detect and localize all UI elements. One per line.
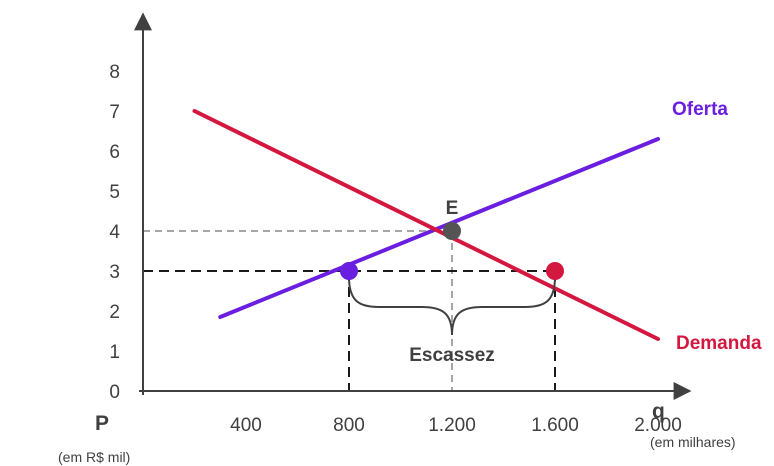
demand-point — [546, 262, 564, 280]
y-tick-label: 5 — [109, 182, 120, 203]
y-tick-label: 6 — [109, 142, 120, 163]
x-tick-label: 800 — [333, 415, 365, 436]
y-tick-label: 3 — [109, 262, 120, 283]
y-tick-label: 4 — [109, 222, 120, 243]
series-label-demanda: Demanda — [676, 333, 762, 354]
series-line-demanda — [192, 109, 660, 341]
y-axis-unit: (em R$ mil) — [58, 449, 130, 465]
equilibrium-point — [443, 222, 461, 240]
guide-lines — [143, 230, 556, 391]
x-axis-label: q — [652, 400, 665, 423]
y-axis-label: P — [95, 412, 109, 435]
x-axis-unit: (em milhares) — [650, 434, 736, 450]
series-line-oferta — [218, 137, 660, 319]
y-tick-label: 7 — [109, 102, 120, 123]
x-tick-label: 1.600 — [531, 415, 579, 436]
tick-labels: 0 1 2 3 4 5 6 7 8 400 800 1.200 1.600 2.000 — [109, 62, 681, 436]
y-tick-label: 1 — [109, 342, 120, 363]
x-tick-label: 1.200 — [428, 415, 476, 436]
x-tick-label: 400 — [230, 415, 262, 436]
y-tick-label: 0 — [109, 382, 120, 403]
y-tick-label: 2 — [109, 302, 120, 323]
chart-points — [340, 222, 564, 280]
series-label-oferta: Oferta — [672, 99, 728, 120]
escassez-brace — [348, 276, 556, 336]
escassez-label: Escassez — [409, 345, 495, 366]
equilibrium-label: E — [446, 198, 459, 219]
series-lines — [192, 109, 660, 341]
y-tick-label: 8 — [109, 62, 120, 83]
supply-point — [340, 262, 358, 280]
chart-labels: Oferta Demanda Escassez E — [409, 99, 762, 366]
axes — [134, 12, 692, 400]
x-tick-label: 2.000 — [634, 415, 682, 436]
